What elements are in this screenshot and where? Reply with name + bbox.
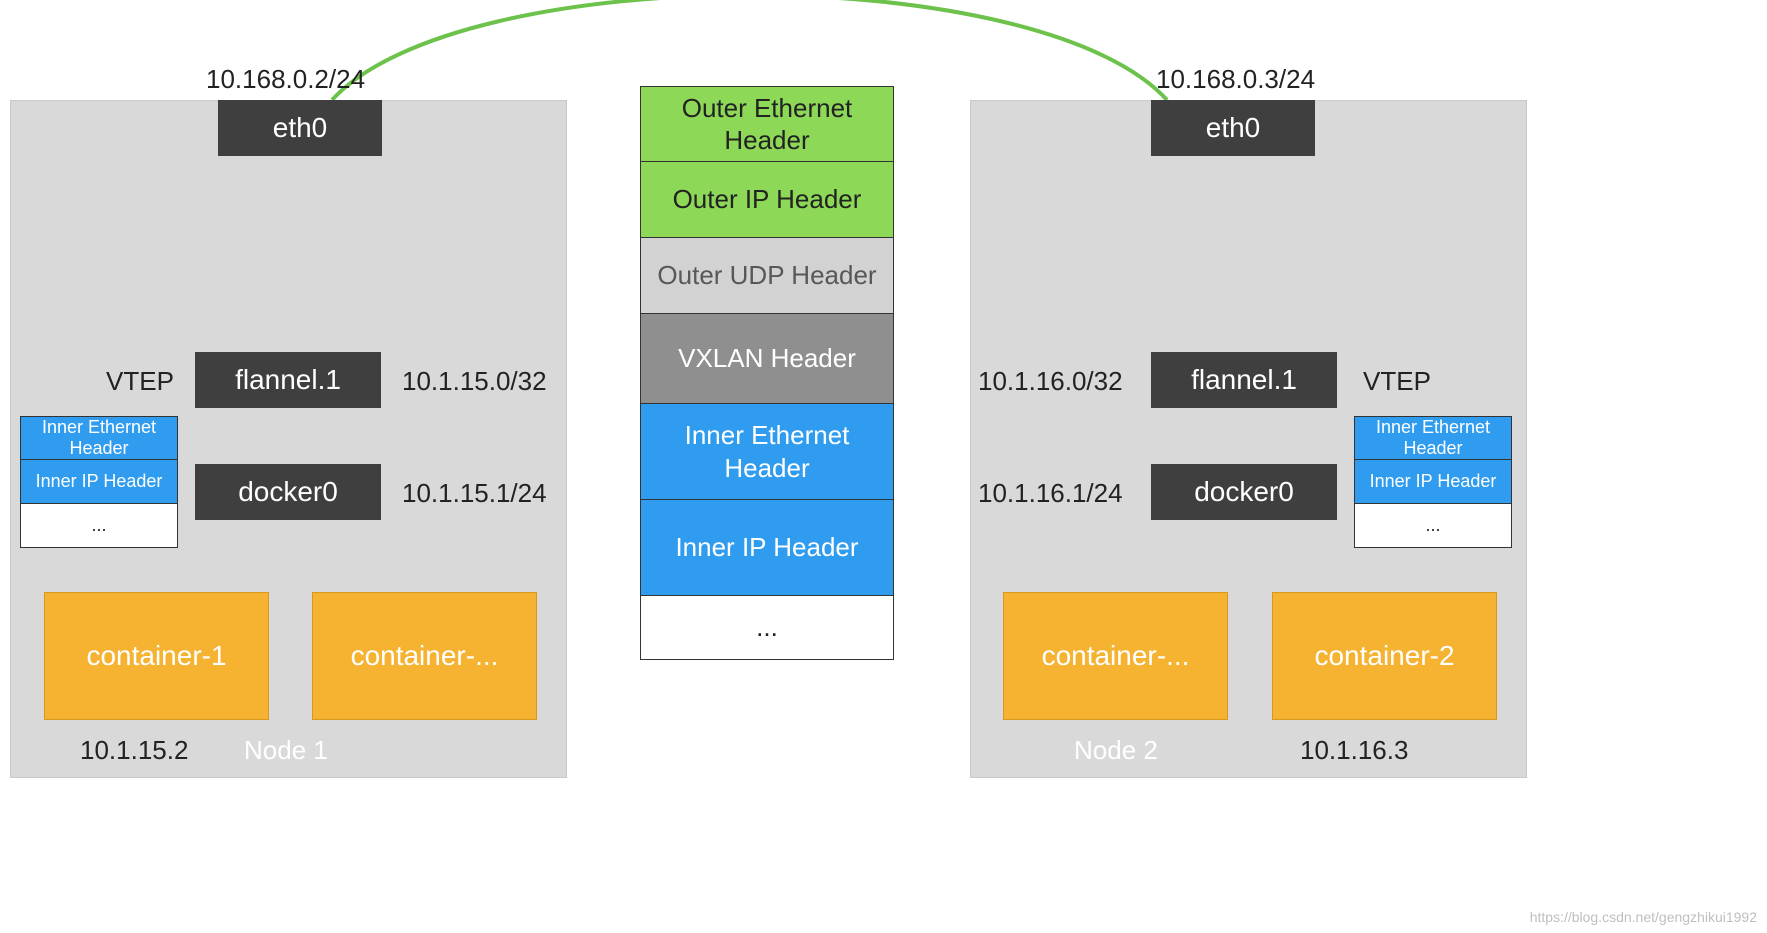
node2-flannel-ip: 10.1.16.0/32 [978,366,1123,397]
node1-mini-packet: Inner Ethernet HeaderInner IP Header... [20,416,178,548]
node2-container2-label: container-2 [1314,640,1454,672]
node2-eth0: eth0 [1151,100,1315,156]
packet-cell: Outer IP Header [640,162,894,238]
mini-packet-cell: Inner IP Header [20,460,178,504]
node2-container2: container-2 [1272,592,1497,720]
node2-vtep-label: VTEP [1363,366,1431,397]
packet-cell: Inner Ethernet Header [640,404,894,500]
node1-container1-ip: 10.1.15.2 [80,735,188,766]
packet-stack: Outer Ethernet HeaderOuter IP HeaderOute… [640,86,894,660]
node1-docker0-ip: 10.1.15.1/24 [402,478,547,509]
packet-cell: Inner IP Header [640,500,894,596]
node1-container2-label: container-... [351,640,499,672]
node1-docker0-label: docker0 [238,476,338,508]
node2-container1: container-... [1003,592,1228,720]
node1-flannel-label: flannel.1 [235,364,341,396]
node2-flannel-label: flannel.1 [1191,364,1297,396]
node1-docker0: docker0 [195,464,381,520]
node2-title: Node 2 [1074,735,1158,766]
node2-container2-ip: 10.1.16.3 [1300,735,1408,766]
node1-flannel-ip: 10.1.15.0/32 [402,366,547,397]
packet-cell: Outer UDP Header [640,238,894,314]
mini-packet-cell: Inner Ethernet Header [20,416,178,460]
node1-eth0-ip: 10.168.0.2/24 [206,64,365,95]
mini-packet-cell: Inner Ethernet Header [1354,416,1512,460]
node2-container1-label: container-... [1042,640,1190,672]
node1-eth0-label: eth0 [273,112,328,144]
mini-packet-cell: Inner IP Header [1354,460,1512,504]
node1-container2: container-... [312,592,537,720]
node2-docker0-label: docker0 [1194,476,1294,508]
packet-cell: VXLAN Header [640,314,894,404]
node2-docker0: docker0 [1151,464,1337,520]
watermark: https://blog.csdn.net/gengzhikui1992 [1530,909,1757,925]
arc-path [332,0,1167,100]
node1-flannel: flannel.1 [195,352,381,408]
mini-packet-cell: ... [1354,504,1512,548]
node1-vtep-label: VTEP [106,366,174,397]
node2-docker0-ip: 10.1.16.1/24 [978,478,1123,509]
node1-eth0: eth0 [218,100,382,156]
node1-container1: container-1 [44,592,269,720]
node2-flannel: flannel.1 [1151,352,1337,408]
node1-title: Node 1 [244,735,328,766]
node2-eth0-label: eth0 [1206,112,1261,144]
node1-container1-label: container-1 [86,640,226,672]
packet-cell: ... [640,596,894,660]
node2-mini-packet: Inner Ethernet HeaderInner IP Header... [1354,416,1512,548]
packet-cell: Outer Ethernet Header [640,86,894,162]
mini-packet-cell: ... [20,504,178,548]
node2-eth0-ip: 10.168.0.3/24 [1156,64,1315,95]
